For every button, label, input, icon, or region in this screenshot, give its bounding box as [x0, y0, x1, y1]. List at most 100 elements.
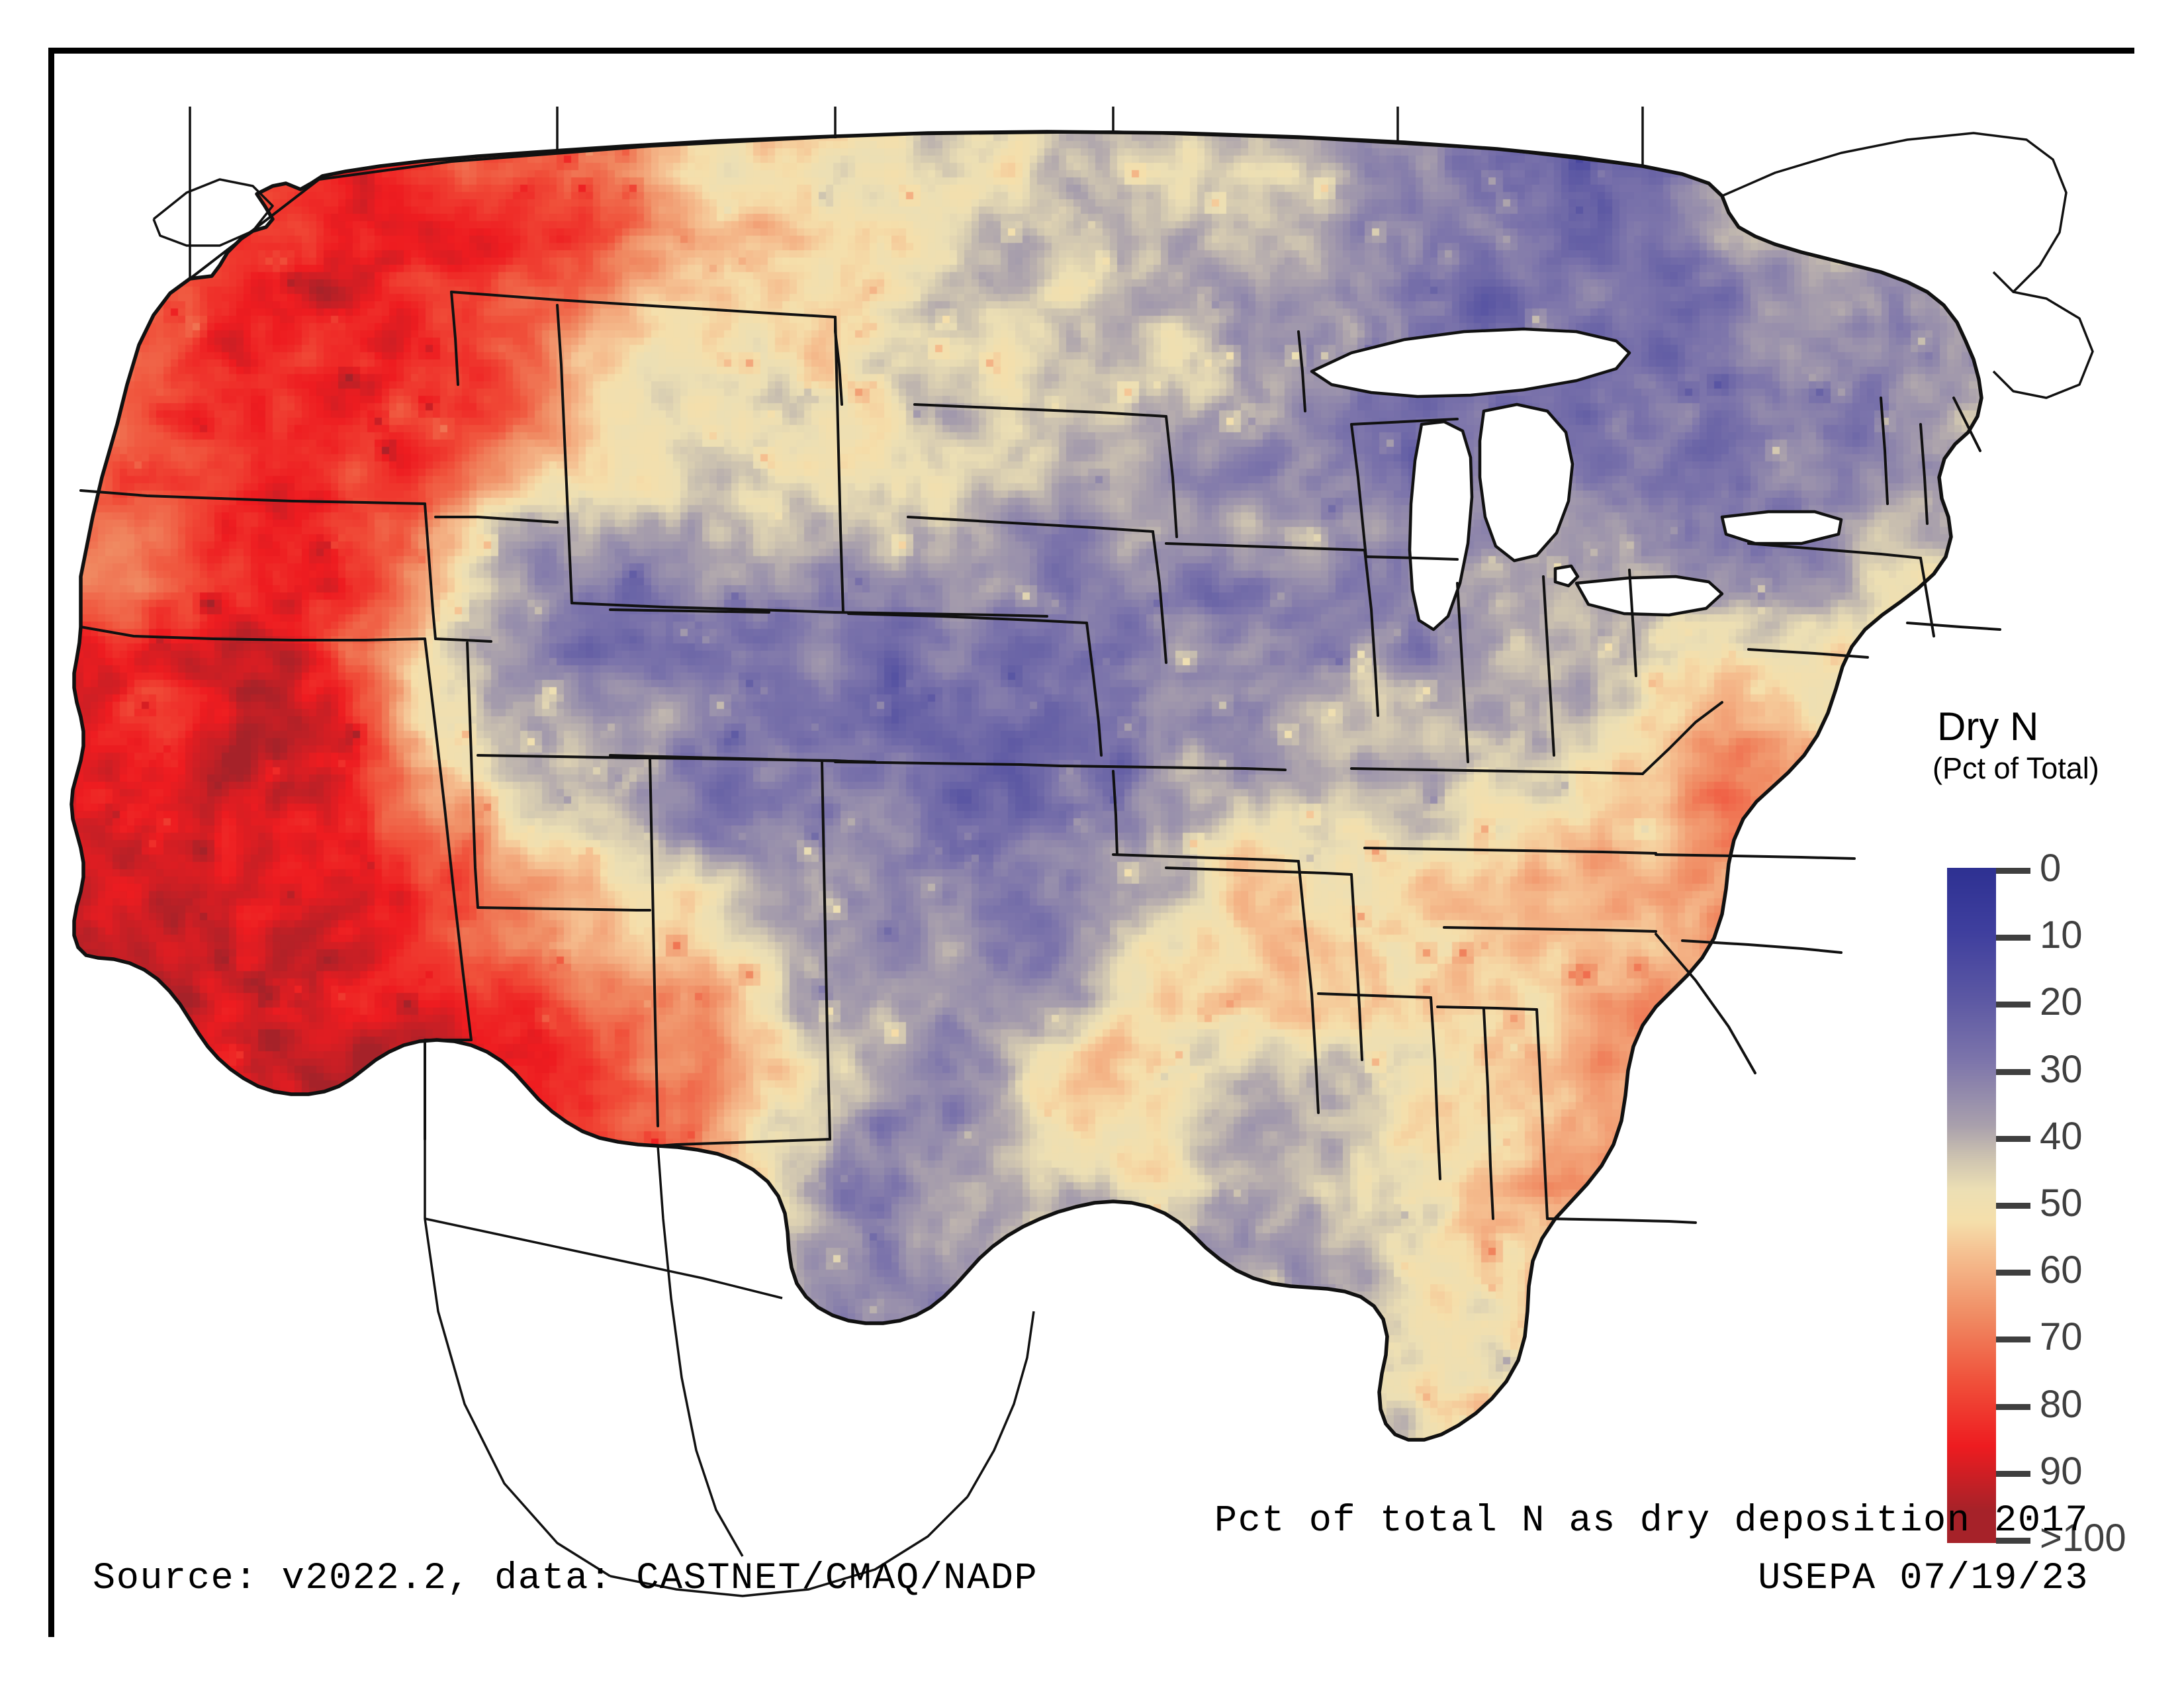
colorbar-group: 0 10 20 30 40 50 60 70 80 90 >100 — [1947, 849, 2172, 1558]
state-boundary — [189, 130, 1644, 280]
state-boundary — [1535, 1008, 1549, 1220]
colorbar-tick-label: 30 — [2040, 1047, 2083, 1091]
neighbor-country-boundary — [424, 1139, 611, 1577]
great-lake-outline — [1720, 510, 1843, 545]
state-boundary — [556, 304, 573, 604]
colorbar-tick-label: 40 — [2040, 1114, 2083, 1158]
state-boundary — [1747, 542, 1922, 559]
map-boundaries-overlay — [69, 107, 2094, 1597]
colorbar-tick-label: >100 — [2040, 1517, 2126, 1560]
colorbar-tick-mark — [1996, 1336, 2030, 1343]
great-lake-outline — [1553, 564, 1580, 588]
state-boundary — [1482, 1008, 1494, 1220]
state-boundary — [1655, 853, 1856, 860]
state-boundary — [450, 291, 459, 386]
neighbor-country-boundary — [152, 178, 274, 247]
conus-outline — [69, 130, 1983, 1442]
neighbor-country-boundary — [1721, 132, 2068, 293]
state-boundary — [1350, 423, 1367, 558]
colorbar-tick-mark — [1996, 935, 2030, 941]
caption-source: Source: v2022.2, data: CASTNET/CMAQ/NADP — [93, 1558, 1038, 1600]
state-boundary — [1350, 418, 1459, 426]
state-boundary — [434, 516, 559, 524]
colorbar-tick-label: 50 — [2040, 1182, 2083, 1225]
state-boundary — [1365, 555, 1459, 561]
state-boundary — [450, 291, 837, 318]
colorbar-tick-mark — [1996, 1538, 2030, 1544]
state-boundary — [424, 502, 437, 640]
state-boundary — [1952, 397, 1981, 452]
state-boundary — [649, 757, 863, 763]
colorbar-tick-label: 20 — [2040, 980, 2083, 1024]
state-boundary — [79, 489, 426, 505]
neighbor-country-boundary — [1992, 291, 2094, 399]
deposition-raster — [54, 54, 2140, 1643]
state-boundary — [1919, 557, 1935, 637]
legend: Dry N (Pct of Total) 0 10 20 30 40 50 60 70 80 90… — [1881, 706, 2184, 1566]
state-boundary — [1747, 648, 1869, 659]
state-boundary — [1152, 530, 1167, 664]
state-boundary — [1880, 397, 1889, 505]
state-boundary — [1112, 770, 1118, 856]
colorbar-tick-mark — [1996, 1403, 2030, 1410]
colorbar-tick-label: 90 — [2040, 1449, 2083, 1493]
great-lake-outline — [1478, 402, 1574, 563]
state-boundary — [834, 316, 844, 614]
legend-title: Dry N — [1937, 704, 2039, 749]
state-boundary — [1430, 996, 1441, 1180]
state-boundary — [1436, 1006, 1538, 1011]
state-boundary — [1085, 622, 1103, 757]
state-boundary — [907, 516, 1154, 533]
state-boundary — [1059, 765, 1287, 771]
state-boundary — [834, 316, 843, 406]
state-boundary — [1655, 933, 1756, 1074]
state-boundary — [570, 602, 837, 614]
state-boundary — [1165, 542, 1366, 551]
state-boundary — [1542, 575, 1555, 757]
state-boundary — [913, 403, 1167, 418]
state-boundary — [424, 1039, 473, 1141]
neighbor-country-boundary — [657, 1145, 744, 1557]
state-boundary — [1165, 415, 1178, 538]
neighbor-country-boundary — [966, 1311, 1035, 1497]
state-boundary — [834, 611, 1048, 618]
state-boundary — [79, 626, 426, 641]
colorbar-tick-label: 60 — [2040, 1248, 2083, 1292]
colorbar-tick-mark — [1996, 1203, 2030, 1209]
colorbar-tick-mark — [1996, 1270, 2030, 1276]
state-boundary — [434, 637, 492, 643]
state-boundary — [1919, 423, 1929, 525]
state-boundary — [1297, 330, 1306, 412]
state-boundary — [466, 641, 479, 909]
state-boundary — [609, 608, 770, 614]
colorbar-tick-mark — [1996, 1068, 2030, 1075]
state-boundary — [1681, 939, 1843, 954]
state-boundary — [657, 1138, 831, 1147]
great-lake-outline — [1310, 327, 1631, 399]
map-area — [54, 54, 2140, 1643]
state-boundary — [1456, 582, 1469, 763]
state-boundary — [1641, 701, 1723, 775]
state-boundary — [847, 612, 1088, 624]
neighbor-country-boundary — [424, 1217, 783, 1299]
colorbar-tick-mark — [1996, 1135, 2030, 1142]
state-boundary — [424, 637, 473, 1041]
colorbar-tick-label: 0 — [2040, 847, 2062, 890]
colorbar-tick-label: 10 — [2040, 914, 2083, 957]
state-boundary — [1363, 847, 1657, 855]
state-boundary — [1906, 622, 2001, 631]
state-boundary — [834, 761, 1062, 767]
legend-subtitle: (Pct of Total) — [1933, 751, 2099, 785]
caption-main: Pct of total N as dry deposition 2017 — [1214, 1500, 2089, 1542]
great-lake-outline — [1574, 575, 1724, 617]
state-boundary — [1112, 853, 1300, 863]
caption-agency: USEPA 07/19/23 — [1758, 1558, 2089, 1600]
neighbor-country-boundary — [610, 1495, 969, 1597]
colorbar-tick-label: 80 — [2040, 1382, 2083, 1426]
state-boundary — [1165, 867, 1353, 876]
colorbar-tick-mark — [1996, 1002, 2030, 1008]
state-boundary — [1546, 1217, 1697, 1224]
state-boundary — [821, 761, 831, 1141]
state-boundary — [1297, 860, 1320, 1114]
